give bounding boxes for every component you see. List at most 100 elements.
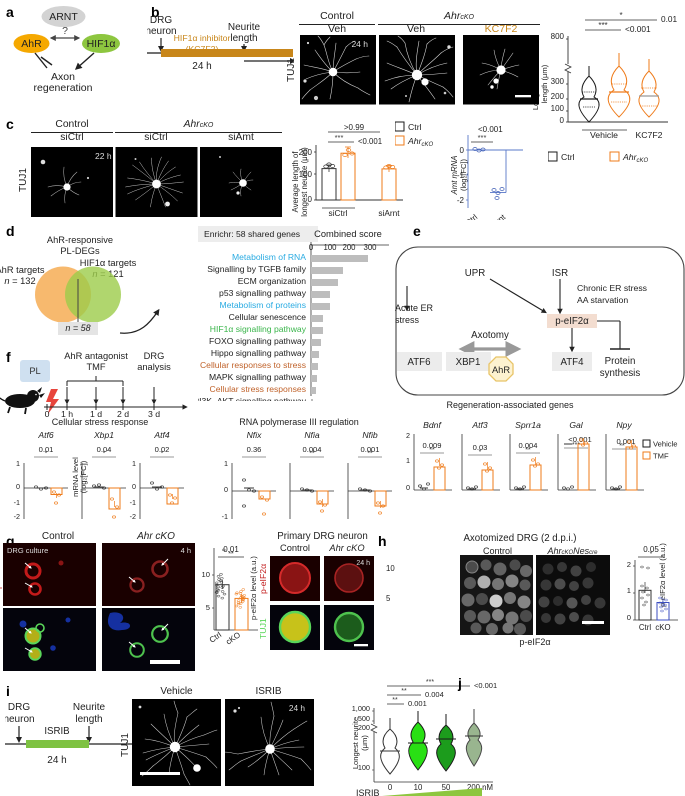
svg-text:300: 300: [551, 77, 565, 86]
svg-text:300: 300: [363, 243, 377, 252]
svg-text:length (μm): length (μm): [540, 64, 549, 103]
svg-text:500: 500: [358, 714, 370, 723]
svg-text:regeneration: regeneration: [34, 82, 93, 94]
svg-text:0.001: 0.001: [408, 699, 427, 708]
svg-text:4 h: 4 h: [181, 546, 191, 555]
svg-text:cKO: cKO: [224, 630, 242, 646]
svg-text:Atf3: Atf3: [471, 420, 488, 430]
svg-text:2: 2: [627, 560, 631, 569]
svg-text:UPR: UPR: [465, 268, 485, 279]
svg-text:0: 0: [308, 195, 313, 204]
svg-text:1: 1: [627, 586, 631, 595]
svg-text:0: 0: [560, 116, 565, 125]
svg-text:2: 2: [406, 431, 410, 440]
svg-text:100: 100: [299, 170, 313, 179]
svg-text:Combined score: Combined score: [314, 229, 382, 239]
svg-text:0: 0: [224, 485, 228, 494]
svg-text:Ctrl: Ctrl: [408, 122, 422, 132]
svg-text:ECM organization: ECM organization: [238, 276, 307, 286]
svg-text:Gal: Gal: [569, 420, 583, 430]
svg-text:***: ***: [335, 133, 344, 142]
svg-text:100: 100: [551, 104, 565, 113]
svg-text:Nfib: Nfib: [362, 430, 378, 440]
svg-text:ISRIB: ISRIB: [44, 726, 69, 737]
svg-text:**: **: [309, 451, 315, 458]
svg-text:neuron: neuron: [5, 714, 35, 725]
svg-text:Cellular senescence: Cellular senescence: [229, 312, 307, 322]
svg-text:p53 signalling pathway: p53 signalling pathway: [219, 288, 307, 298]
svg-text:**: **: [392, 697, 398, 704]
svg-text:Metabolism of proteins: Metabolism of proteins: [220, 300, 306, 310]
svg-text:DRG: DRG: [150, 15, 172, 26]
svg-text:AhrcKO: AhrcKO: [622, 152, 649, 164]
svg-text:>0.99: >0.99: [344, 123, 365, 132]
svg-text:Average length of: Average length of: [291, 151, 300, 213]
svg-text:n = 132: n = 132: [4, 276, 35, 286]
svg-text:0: 0: [460, 146, 465, 155]
svg-text:Nfix: Nfix: [247, 430, 263, 440]
svg-text:neuron: neuron: [147, 26, 177, 37]
svg-text:siArnt: siArnt: [378, 208, 400, 218]
svg-text:siArnt: siArnt: [486, 212, 508, 220]
svg-text:ARNT: ARNT: [49, 11, 78, 23]
svg-text:Npy: Npy: [616, 420, 632, 430]
svg-text:stress: stress: [395, 315, 420, 325]
svg-text:0.36: 0.36: [247, 445, 262, 454]
svg-text:AhR antagonist: AhR antagonist: [64, 351, 128, 361]
svg-text:100: 100: [358, 763, 370, 772]
svg-text:*: *: [619, 11, 622, 20]
svg-text:*: *: [103, 451, 106, 458]
svg-text:Ctrl: Ctrl: [561, 152, 575, 162]
svg-text:Atf6: Atf6: [37, 430, 54, 440]
svg-text:RNA polymerase III regulation: RNA polymerase III regulation: [239, 417, 359, 427]
svg-text:24 h: 24 h: [192, 61, 211, 72]
svg-text:PL-DEGs: PL-DEGs: [60, 246, 100, 256]
svg-text:PL: PL: [29, 366, 40, 376]
svg-text:ATF4: ATF4: [561, 357, 585, 368]
svg-text:AhR: AhR: [21, 38, 42, 50]
svg-text:*: *: [479, 449, 482, 456]
svg-text:siCtrl: siCtrl: [329, 208, 348, 218]
svg-text:Neurite: Neurite: [228, 22, 261, 33]
svg-text:24 h: 24 h: [47, 755, 66, 766]
svg-text:Xbp1: Xbp1: [93, 430, 114, 440]
svg-text:Acute ER: Acute ER: [395, 303, 434, 313]
svg-text:FOXO signalling pathway: FOXO signalling pathway: [209, 336, 307, 346]
svg-text:cKO: cKO: [655, 623, 670, 632]
svg-text:5: 5: [206, 603, 210, 612]
svg-text:-2: -2: [14, 512, 20, 520]
svg-text:-2: -2: [457, 196, 465, 205]
svg-text:HIF1α inhibitor: HIF1α inhibitor: [174, 33, 231, 43]
svg-text:Cellular stress response: Cellular stress response: [52, 417, 149, 427]
svg-text:length: length: [75, 714, 102, 725]
svg-text:<0.001: <0.001: [474, 681, 497, 690]
svg-text:Vehicle: Vehicle: [653, 440, 678, 449]
svg-text:DRG: DRG: [144, 351, 165, 361]
svg-text:**: **: [525, 447, 531, 454]
svg-text:200: 200: [358, 723, 370, 732]
svg-text:Ctrl: Ctrl: [208, 630, 224, 645]
svg-text:Ctrl: Ctrl: [639, 623, 651, 632]
svg-text:10: 10: [386, 564, 395, 573]
svg-text:*: *: [45, 451, 48, 458]
svg-text:Atf4: Atf4: [153, 430, 170, 440]
svg-text:0: 0: [16, 482, 20, 491]
svg-text:0: 0: [627, 613, 631, 622]
svg-text:siCtrl: siCtrl: [460, 212, 480, 220]
svg-text:Regeneration-associated genes: Regeneration-associated genes: [446, 400, 574, 410]
svg-text:24 h: 24 h: [289, 703, 306, 713]
svg-text:*: *: [161, 451, 164, 458]
svg-text:200: 200: [551, 92, 565, 101]
svg-text:0.01: 0.01: [661, 14, 678, 24]
svg-text:***: ***: [426, 679, 434, 686]
svg-text:<0.001: <0.001: [625, 24, 651, 34]
svg-text:length: length: [230, 33, 257, 44]
svg-text:HIF1α targets: HIF1α targets: [80, 258, 137, 268]
svg-text:**: **: [228, 551, 234, 558]
svg-text:synthesis: synthesis: [600, 368, 641, 379]
svg-text:**: **: [619, 443, 625, 450]
svg-text:Sprr1a: Sprr1a: [515, 420, 541, 430]
svg-text:analysis: analysis: [137, 362, 171, 372]
svg-text:p-eIF2α level (a.u.): p-eIF2α level (a.u.): [249, 556, 258, 620]
svg-text:TMF: TMF: [653, 452, 669, 461]
